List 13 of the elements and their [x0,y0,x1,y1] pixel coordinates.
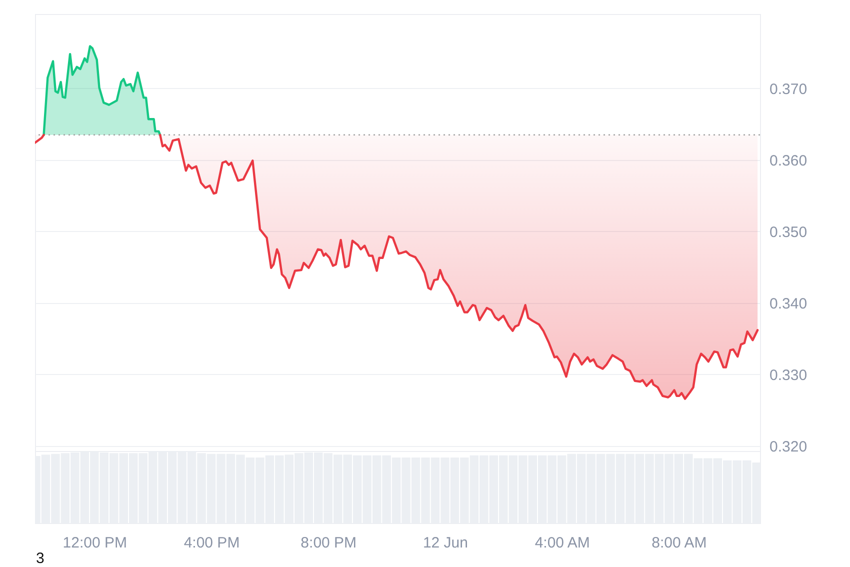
y-tick-label: 0.320 [770,438,808,456]
x-tick-label: 12 Jun [422,534,468,552]
x-tick-label: 8:00 AM [652,534,707,552]
text: 3 [36,550,44,567]
y-tick-label: 0.360 [770,152,808,170]
x-tick-label: 12:00 PM [62,534,128,552]
x-tick-label: 8:00 PM [300,534,357,552]
x-tick-label: 4:00 AM [534,534,590,552]
x-tick-label: 4:00 PM [184,534,240,552]
y-tick-label: 0.370 [770,80,808,98]
y-tick-label: 0.330 [770,366,808,384]
y-tick-label: 0.350 [770,224,808,241]
y-tick-label: 0.340 [770,295,808,312]
